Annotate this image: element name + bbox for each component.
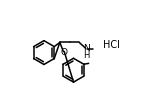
Text: HCl: HCl	[103, 40, 120, 51]
Text: N: N	[83, 44, 90, 53]
Text: H: H	[83, 51, 90, 60]
Text: O: O	[61, 48, 68, 57]
